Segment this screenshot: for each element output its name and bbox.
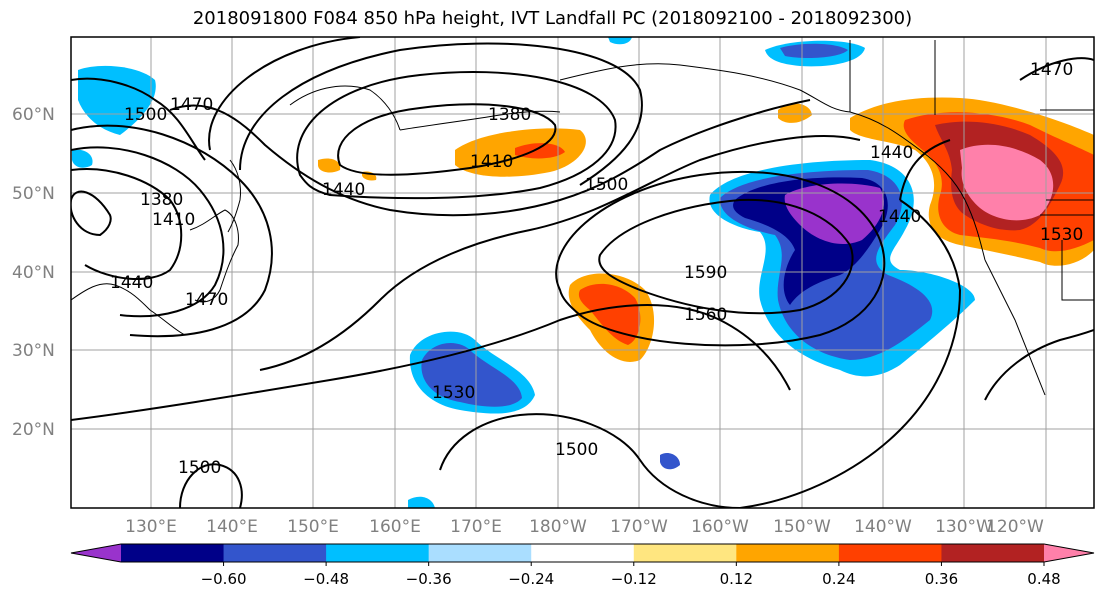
colorbar-tick-label: −0.24 <box>508 570 554 588</box>
lon-label: 150°W <box>773 517 831 537</box>
contour-label: 1470 <box>185 290 228 310</box>
lon-label: 180°W <box>529 517 587 537</box>
colorbar-tick-label: 0.12 <box>720 570 753 588</box>
colorbar-segment <box>633 544 737 562</box>
colorbar-segment <box>838 544 942 562</box>
colorbar-tick-label: −0.36 <box>406 570 452 588</box>
colorbar-outline <box>70 543 1095 563</box>
lon-label: 170°W <box>610 517 668 537</box>
colorbar-segment <box>121 544 225 562</box>
colorbar-segment <box>736 544 840 562</box>
map-frame <box>70 36 1095 509</box>
lon-label: 160°W <box>691 517 749 537</box>
lon-label: 140°E <box>206 517 258 537</box>
contour-label: 1380 <box>140 190 183 210</box>
lon-label: 130°W <box>935 517 993 537</box>
colorbar-segment <box>531 544 635 562</box>
contour-label: 1380 <box>488 105 531 125</box>
contour-label: 1440 <box>870 143 913 163</box>
colorbar-tick-label: −0.60 <box>201 570 247 588</box>
contour-label: 1500 <box>178 458 221 478</box>
height-contours <box>71 37 1094 508</box>
colorbar-segment <box>223 544 327 562</box>
map-title: 2018091800 F084 850 hPa height, IVT Land… <box>192 8 913 29</box>
lon-label: 140°W <box>854 517 912 537</box>
contour-label: 1560 <box>684 305 727 325</box>
lon-label: 130°E <box>125 517 177 537</box>
lon-label: 170°E <box>450 517 502 537</box>
lon-label: 120°W <box>986 517 1044 537</box>
colorbar-segment <box>428 544 532 562</box>
colorbar-segment <box>326 544 430 562</box>
contour-label: 1500 <box>124 105 167 125</box>
contour-label: 1470 <box>170 95 213 115</box>
contour-label: 1530 <box>1040 225 1083 245</box>
contour-labels: 1380 1410 1440 1470 1500 1500 1380 1410 … <box>110 60 1083 478</box>
colorbar-tick-label: −0.48 <box>303 570 349 588</box>
contour-label: 1590 <box>684 263 727 283</box>
colorbar-ticks: −0.60 −0.48 −0.36 −0.24 −0.12 0.12 0.24 0.36 0.4… <box>201 562 1061 588</box>
lat-label: 40°N <box>12 263 55 283</box>
lon-label: 160°E <box>369 517 421 537</box>
lon-labels: 130°E 140°E 150°E 160°E 170°E 180°W 170°… <box>125 517 1044 537</box>
colorbar-tick-label: 0.24 <box>822 570 855 588</box>
contour-label: 1440 <box>878 207 921 227</box>
lon-label: 150°E <box>287 517 339 537</box>
colorbar-segment <box>941 544 1045 562</box>
lat-label: 30°N <box>12 341 55 361</box>
contour-label: 1440 <box>110 273 153 293</box>
contour-label: 1500 <box>585 175 628 195</box>
contour-label: 1440 <box>322 180 365 200</box>
colorbar <box>70 543 1095 563</box>
contour-label: 1530 <box>432 383 475 403</box>
contour-label: 1500 <box>555 440 598 460</box>
ivt-shading <box>72 37 1094 508</box>
contour-label: 1410 <box>470 152 513 172</box>
colorbar-tick-label: 0.36 <box>925 570 958 588</box>
colorbar-extend-high <box>1044 544 1094 562</box>
colorbar-tick-label: −0.12 <box>611 570 657 588</box>
lat-label: 20°N <box>12 420 55 440</box>
colorbar-extend-low <box>71 544 121 562</box>
lat-labels: 60°N 50°N 40°N 30°N 20°N <box>12 105 55 440</box>
contour-label: 1470 <box>1030 60 1073 80</box>
lat-label: 50°N <box>12 184 55 204</box>
lat-label: 60°N <box>12 105 55 125</box>
colorbar-tick-label: 0.48 <box>1027 570 1060 588</box>
contour-label: 1410 <box>152 210 195 230</box>
